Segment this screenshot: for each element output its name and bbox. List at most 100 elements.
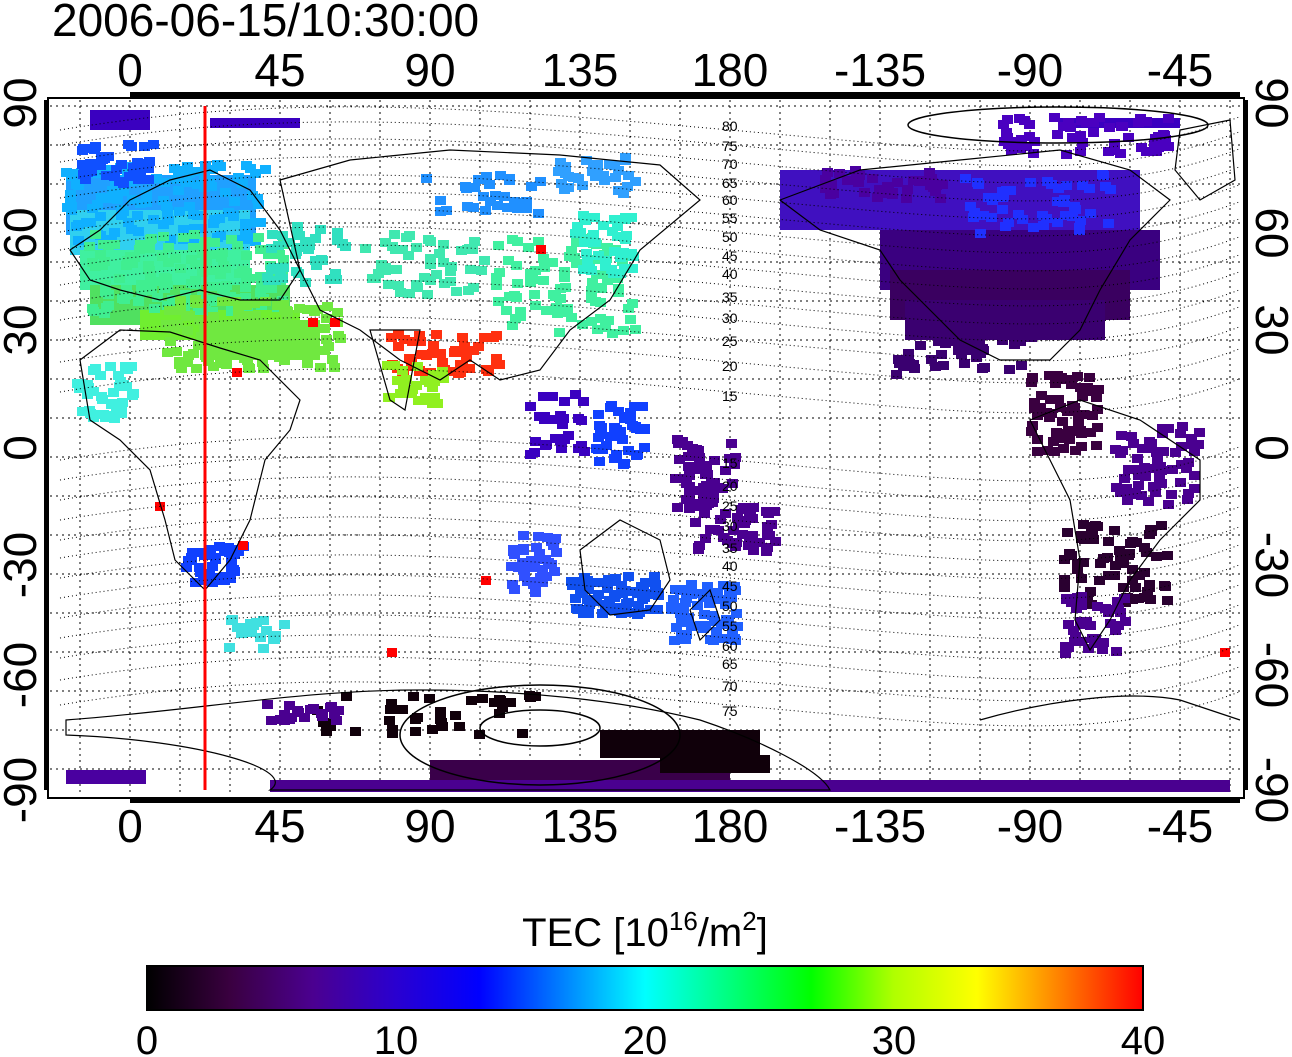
tec-cell bbox=[1144, 437, 1155, 446]
tec-cell bbox=[590, 238, 601, 247]
tec-cell bbox=[144, 244, 155, 253]
tec-cell bbox=[1186, 440, 1197, 449]
tec-cell bbox=[1163, 424, 1174, 433]
tec-cell bbox=[1072, 372, 1083, 381]
tec-cell bbox=[1016, 135, 1027, 144]
tec-cell bbox=[233, 311, 244, 320]
tec-cell bbox=[628, 252, 639, 261]
tec-cell bbox=[1085, 587, 1096, 596]
tec-cell bbox=[613, 605, 624, 614]
tec-cell bbox=[107, 411, 118, 420]
tec-cell bbox=[390, 245, 401, 254]
tec-cell bbox=[605, 403, 616, 412]
tec-cell bbox=[1115, 149, 1126, 158]
tec-cell bbox=[625, 408, 636, 417]
tec-cell bbox=[382, 361, 393, 370]
coastline bbox=[369, 329, 421, 412]
tec-cell bbox=[384, 716, 395, 725]
right-lat-label: -90 bbox=[1246, 757, 1292, 823]
top-lon-label: -135 bbox=[834, 44, 926, 96]
tec-cell-high bbox=[1220, 648, 1230, 657]
tec-cell bbox=[109, 228, 120, 237]
tec-cell bbox=[718, 533, 729, 542]
tec-cell bbox=[152, 293, 163, 302]
tec-cell bbox=[71, 180, 82, 189]
tec-cell bbox=[491, 354, 502, 363]
tec-cell bbox=[1181, 464, 1192, 473]
tec-cell bbox=[229, 197, 240, 206]
tec-cell bbox=[136, 280, 147, 289]
tec-cell bbox=[196, 548, 207, 557]
tec-cell bbox=[197, 292, 208, 301]
tec-cell bbox=[598, 171, 609, 180]
tec-cell bbox=[842, 176, 853, 185]
tec-cell bbox=[122, 167, 133, 176]
tec-cell bbox=[389, 230, 400, 239]
tec-cell bbox=[526, 563, 537, 572]
tec-cell bbox=[1013, 210, 1024, 219]
tec-cell bbox=[214, 542, 225, 551]
tec-cell bbox=[437, 367, 448, 376]
left-lat-label: 90 bbox=[0, 77, 46, 128]
tec-cell bbox=[1076, 637, 1087, 646]
tec-cell bbox=[266, 716, 277, 725]
tec-cell bbox=[1054, 429, 1065, 438]
tec-cell bbox=[149, 304, 160, 313]
tec-cell bbox=[509, 291, 520, 300]
tec-cell bbox=[101, 171, 112, 180]
tec-cell bbox=[261, 626, 272, 635]
tec-cell bbox=[159, 273, 170, 282]
tec-cell bbox=[325, 275, 336, 284]
tec-cell bbox=[586, 317, 597, 326]
coastline bbox=[579, 519, 671, 616]
tec-cell bbox=[82, 390, 93, 399]
tec-cell bbox=[393, 330, 404, 339]
tec-cell bbox=[219, 572, 230, 581]
tec-cell bbox=[491, 281, 502, 290]
tec-cell bbox=[615, 253, 626, 262]
tec-cell bbox=[533, 209, 544, 218]
tec-cell bbox=[924, 168, 935, 177]
tec-cell bbox=[257, 353, 268, 362]
tec-cell bbox=[299, 713, 310, 722]
left-lat-label: -90 bbox=[0, 757, 46, 823]
tec-cell bbox=[854, 171, 865, 180]
tec-cell bbox=[427, 383, 438, 392]
magnetic-contour bbox=[59, 121, 1241, 167]
tec-cell bbox=[1142, 587, 1153, 596]
bottom-lon-label: 90 bbox=[404, 800, 455, 852]
tec-cell bbox=[1088, 128, 1099, 137]
tec-cell bbox=[158, 196, 169, 205]
tec-cell bbox=[196, 332, 207, 341]
tec-cell bbox=[414, 367, 425, 376]
tec-cell bbox=[676, 618, 687, 627]
tec-cell bbox=[437, 358, 448, 367]
tec-cell bbox=[278, 255, 289, 264]
tec-cell bbox=[451, 287, 462, 296]
tec-cell bbox=[425, 260, 436, 269]
tec-cell bbox=[1133, 481, 1144, 490]
tec-cell bbox=[729, 460, 740, 469]
tec-cell bbox=[191, 364, 202, 373]
tec-cell bbox=[515, 307, 526, 316]
tec-cell bbox=[163, 258, 174, 267]
tec-cell bbox=[77, 407, 88, 416]
map-title: 2006-06-15/10:30:00 bbox=[52, 0, 479, 46]
tec-cell bbox=[752, 538, 763, 547]
tec-cell bbox=[1078, 558, 1089, 567]
tec-cell bbox=[823, 182, 834, 191]
tec-cell bbox=[393, 376, 404, 385]
tec-cell bbox=[728, 526, 739, 535]
tec-cell bbox=[533, 237, 544, 246]
tec-cell bbox=[468, 203, 479, 212]
tec-cell bbox=[367, 274, 378, 283]
right-lat-label: -60 bbox=[1246, 642, 1292, 708]
tec-cell bbox=[1093, 385, 1104, 394]
tec-cell bbox=[1010, 326, 1021, 335]
tec-cell bbox=[612, 274, 623, 283]
tec-cell bbox=[620, 156, 631, 165]
tec-cell bbox=[1112, 597, 1123, 606]
tec-cell bbox=[550, 434, 561, 443]
tec-cell bbox=[903, 349, 914, 358]
tec-cell bbox=[718, 581, 729, 590]
